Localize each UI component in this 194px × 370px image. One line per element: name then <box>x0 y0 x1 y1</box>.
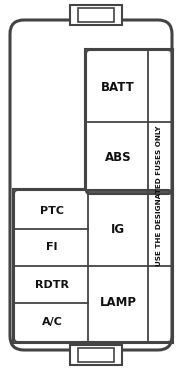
Text: IG: IG <box>111 222 125 235</box>
Text: BATT: BATT <box>101 81 135 94</box>
FancyBboxPatch shape <box>10 20 172 350</box>
Text: ABS: ABS <box>105 151 131 164</box>
Text: LAMP: LAMP <box>100 296 137 309</box>
Text: PTC: PTC <box>40 205 64 215</box>
Text: FI: FI <box>46 242 58 252</box>
Bar <box>78 8 114 22</box>
Text: RDTR: RDTR <box>35 279 69 289</box>
Bar <box>78 348 114 362</box>
Text: A/C: A/C <box>42 316 62 326</box>
Text: USE THE DESIGNATED FUSES ONLY: USE THE DESIGNATED FUSES ONLY <box>156 126 162 266</box>
Bar <box>70 5 122 25</box>
Bar <box>70 345 122 365</box>
